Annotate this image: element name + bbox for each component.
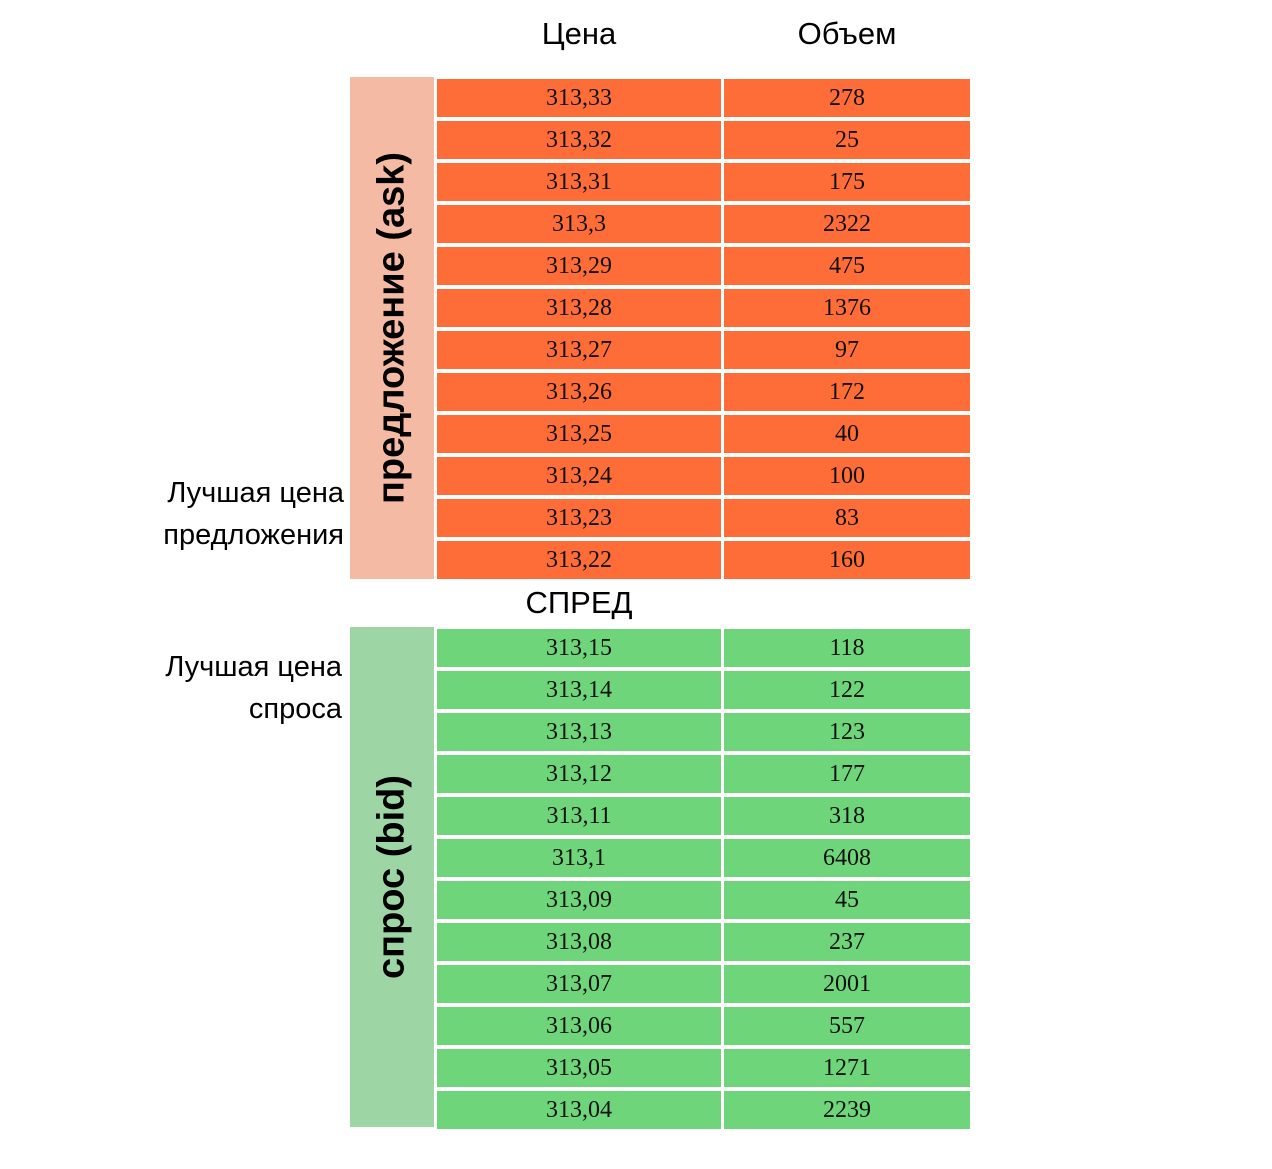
ask-volume-cell: 172	[724, 373, 970, 411]
ask-row: 313,33 278	[434, 77, 973, 119]
bid-row: 313,1 6408	[434, 837, 973, 879]
best-ask-line-1: Лучшая цена	[167, 477, 344, 509]
ask-volume-cell: 40	[724, 415, 970, 453]
ask-volume-cell: 2322	[724, 205, 970, 243]
ask-volume-cell: 160	[724, 541, 970, 579]
ask-row: 313,22 160	[434, 539, 973, 581]
ask-price-cell: 313,29	[437, 247, 721, 285]
ask-row: 313,25 40	[434, 413, 973, 455]
bid-price-cell: 313,06	[437, 1007, 721, 1045]
ask-volume-cell: 475	[724, 247, 970, 285]
bid-side-band: спрос (bid)	[350, 627, 434, 1127]
ask-price-cell: 313,24	[437, 457, 721, 495]
bid-row: 313,11 318	[434, 795, 973, 837]
ask-row: 313,3 2322	[434, 203, 973, 245]
volume-column-header: Объем	[797, 16, 897, 51]
ask-volume-cell: 83	[724, 499, 970, 537]
spread-label: СПРЕД	[525, 585, 633, 620]
ask-price-cell: 313,33	[437, 79, 721, 117]
best-ask-line-2: предложения	[163, 519, 344, 551]
bid-price-cell: 313,14	[437, 671, 721, 709]
bid-price-cell: 313,09	[437, 881, 721, 919]
bid-row: 313,09 45	[434, 879, 973, 921]
ask-row: 313,26 172	[434, 371, 973, 413]
bid-volume-cell: 177	[724, 755, 970, 793]
bid-volume-cell: 45	[724, 881, 970, 919]
bid-table: 313,15 118 313,14 122 313,13 123 313,12 177 313,…	[434, 627, 973, 1131]
bid-row: 313,04 2239	[434, 1089, 973, 1131]
ask-side-band: предложение (ask)	[350, 77, 434, 579]
best-bid-annotation: Лучшая цена спроса	[165, 646, 342, 730]
ask-price-cell: 313,32	[437, 121, 721, 159]
bid-price-cell: 313,05	[437, 1049, 721, 1087]
ask-row: 313,27 97	[434, 329, 973, 371]
bid-volume-cell: 6408	[724, 839, 970, 877]
bid-price-cell: 313,11	[437, 797, 721, 835]
ask-price-cell: 313,26	[437, 373, 721, 411]
ask-row: 313,23 83	[434, 497, 973, 539]
bid-price-cell: 313,08	[437, 923, 721, 961]
bid-volume-cell: 237	[724, 923, 970, 961]
bid-row: 313,08 237	[434, 921, 973, 963]
bid-side-label: спрос (bid)	[370, 775, 413, 979]
bid-row: 313,14 122	[434, 669, 973, 711]
ask-volume-cell: 278	[724, 79, 970, 117]
ask-row: 313,28 1376	[434, 287, 973, 329]
ask-row: 313,32 25	[434, 119, 973, 161]
ask-price-cell: 313,27	[437, 331, 721, 369]
bid-volume-cell: 2239	[724, 1091, 970, 1129]
ask-price-cell: 313,3	[437, 205, 721, 243]
bid-volume-cell: 118	[724, 629, 970, 667]
bid-row: 313,15 118	[434, 627, 973, 669]
best-bid-line-1: Лучшая цена	[165, 651, 342, 683]
bid-row: 313,12 177	[434, 753, 973, 795]
bid-row: 313,05 1271	[434, 1047, 973, 1089]
ask-row: 313,31 175	[434, 161, 973, 203]
bid-price-cell: 313,1	[437, 839, 721, 877]
bid-price-cell: 313,04	[437, 1091, 721, 1129]
ask-side-label: предложение (ask)	[370, 151, 413, 505]
ask-row: 313,24 100	[434, 455, 973, 497]
ask-price-cell: 313,22	[437, 541, 721, 579]
best-ask-annotation: Лучшая цена предложения	[163, 472, 344, 556]
ask-volume-cell: 100	[724, 457, 970, 495]
ask-price-cell: 313,28	[437, 289, 721, 327]
bid-price-cell: 313,15	[437, 629, 721, 667]
bid-row: 313,06 557	[434, 1005, 973, 1047]
bid-price-cell: 313,13	[437, 713, 721, 751]
ask-volume-cell: 1376	[724, 289, 970, 327]
ask-row: 313,29 475	[434, 245, 973, 287]
bid-volume-cell: 318	[724, 797, 970, 835]
ask-price-cell: 313,23	[437, 499, 721, 537]
best-bid-line-2: спроса	[248, 693, 342, 725]
bid-row: 313,13 123	[434, 711, 973, 753]
bid-price-cell: 313,12	[437, 755, 721, 793]
bid-volume-cell: 123	[724, 713, 970, 751]
ask-price-cell: 313,25	[437, 415, 721, 453]
ask-volume-cell: 97	[724, 331, 970, 369]
bid-price-cell: 313,07	[437, 965, 721, 1003]
bid-volume-cell: 122	[724, 671, 970, 709]
ask-table: 313,33 278 313,32 25 313,31 175 313,3 2322 313,2…	[434, 77, 973, 581]
ask-volume-cell: 25	[724, 121, 970, 159]
bid-volume-cell: 2001	[724, 965, 970, 1003]
price-column-header: Цена	[541, 16, 617, 51]
ask-price-cell: 313,31	[437, 163, 721, 201]
ask-volume-cell: 175	[724, 163, 970, 201]
bid-volume-cell: 1271	[724, 1049, 970, 1087]
bid-row: 313,07 2001	[434, 963, 973, 1005]
bid-volume-cell: 557	[724, 1007, 970, 1045]
